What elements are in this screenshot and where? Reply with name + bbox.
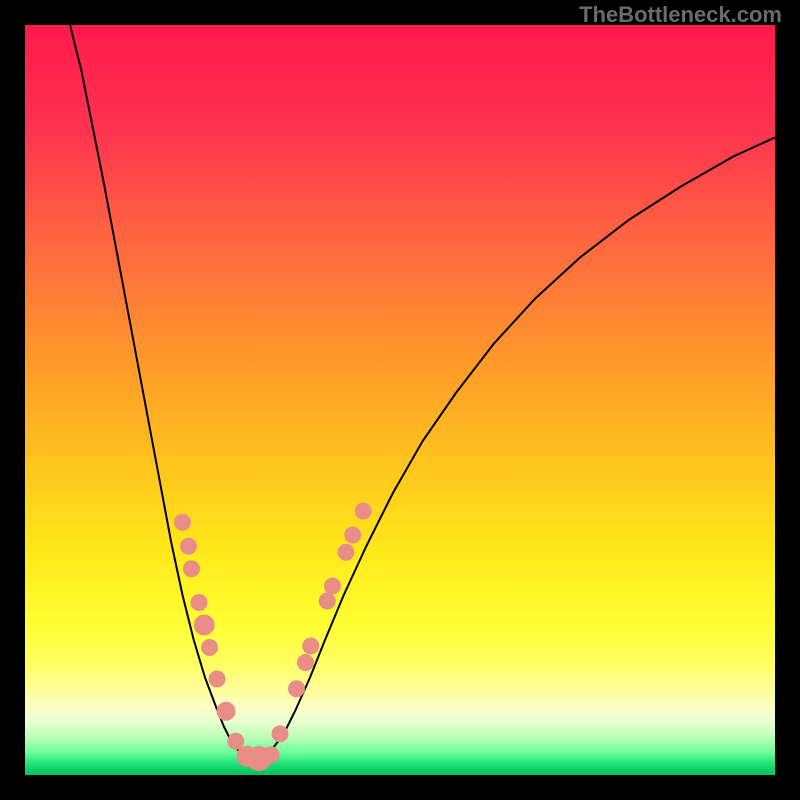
data-marker: [272, 726, 288, 742]
data-marker: [209, 671, 225, 687]
watermark-text: TheBottleneck.com: [579, 2, 782, 28]
data-marker: [263, 747, 279, 763]
data-marker: [175, 514, 191, 530]
data-marker: [355, 503, 371, 519]
data-marker: [191, 595, 207, 611]
data-marker: [289, 681, 305, 697]
chart-container: TheBottleneck.com: [0, 0, 800, 800]
data-marker: [202, 640, 218, 656]
data-markers: [175, 503, 372, 771]
left-curve: [70, 25, 254, 760]
data-marker: [217, 702, 235, 720]
data-marker: [345, 527, 361, 543]
data-marker: [181, 538, 197, 554]
plot-area: [25, 25, 775, 775]
data-marker: [303, 638, 319, 654]
data-marker: [319, 593, 335, 609]
data-marker: [184, 561, 200, 577]
data-marker: [298, 655, 314, 671]
data-marker: [228, 733, 244, 749]
bottleneck-curve-svg: [25, 25, 775, 775]
data-marker: [325, 578, 341, 594]
data-marker: [194, 615, 214, 635]
data-marker: [338, 544, 354, 560]
right-curve: [254, 138, 775, 761]
